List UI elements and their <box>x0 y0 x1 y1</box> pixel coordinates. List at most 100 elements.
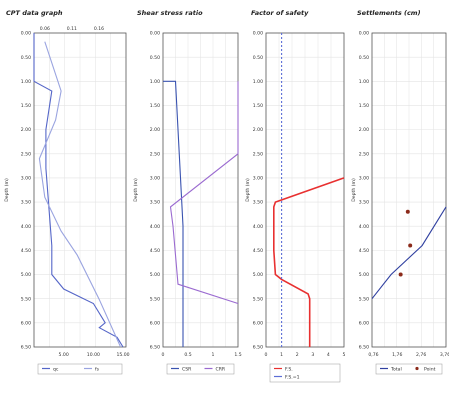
y-tick-label: 5.00 <box>21 272 31 278</box>
y-axis-label: Depth (m) <box>245 178 251 202</box>
y-tick-label: 0.50 <box>21 55 31 61</box>
legend-label: qc <box>53 368 59 373</box>
y-tick-label: 5.50 <box>359 296 369 302</box>
y-tick-label: 5.50 <box>21 296 31 302</box>
x-tick-label: 1,76 <box>392 352 402 358</box>
y-tick-label: 4.00 <box>359 224 369 230</box>
y-tick-label: 4.50 <box>21 248 31 254</box>
y-tick-label: 2.00 <box>150 127 160 133</box>
x-tick-label: 15.00 <box>116 352 129 358</box>
panel-1: CPT data graph Depth (m) 0.00 0.50 1.00 1.50 2… <box>4 9 130 375</box>
series-line <box>273 177 345 347</box>
x-tick-label: 0.5 <box>184 352 191 358</box>
top-tick-label: 0.11 <box>67 26 77 32</box>
y-tick-label: 4.50 <box>253 248 263 254</box>
y-tick-label: 0.00 <box>150 31 160 37</box>
y-tick-label: 5.00 <box>253 272 263 278</box>
y-tick-label: 1.00 <box>253 79 263 85</box>
series-line <box>38 41 122 348</box>
legend-box <box>166 363 235 375</box>
panel-title: Settlements (cm) <box>357 9 421 17</box>
legend-box <box>375 363 443 375</box>
y-tick-label: 1.50 <box>359 103 369 109</box>
y-tick-label: 2.00 <box>253 127 263 133</box>
y-tick-label: 5.00 <box>359 272 369 278</box>
plot-frame <box>371 32 447 348</box>
x-tick-label: 10.00 <box>87 352 100 358</box>
y-tick-label: 3.50 <box>150 200 160 206</box>
legend-label: Point <box>424 367 436 373</box>
y-tick-label: 2.50 <box>21 151 31 157</box>
panel-3: Factor of safety Depth (m) 0.00 0.50 1.00 1.5… <box>245 9 346 383</box>
y-tick-label: 5.50 <box>150 296 160 302</box>
y-tick-label: 1.00 <box>359 79 369 85</box>
x-tick-label: 1.5 <box>234 352 241 358</box>
series-line <box>169 81 239 305</box>
y-axis-label: Depth (m) <box>133 178 139 202</box>
x-tick-label: 0 <box>162 352 165 358</box>
y-tick-label: 3.00 <box>150 176 160 182</box>
y-tick-label: 3.50 <box>253 200 263 206</box>
y-tick-label: 3.00 <box>253 176 263 182</box>
y-tick-label: 6.00 <box>150 320 160 326</box>
y-tick-label: 6.50 <box>21 345 31 351</box>
plot-frame <box>265 32 345 348</box>
x-tick-label: 5 <box>343 352 346 358</box>
legend-marker <box>415 366 419 371</box>
plot-frame <box>162 32 239 348</box>
y-tick-label: 3.00 <box>21 176 31 182</box>
y-tick-label: 1.50 <box>21 103 31 109</box>
y-tick-label: 3.00 <box>359 176 369 182</box>
data-point <box>408 243 413 248</box>
y-tick-label: 0.50 <box>253 55 263 61</box>
y-tick-label: 2.00 <box>21 127 31 133</box>
legend-label: fs <box>95 367 100 373</box>
legend-label: F.S.=1 <box>285 375 300 381</box>
legend-label: CRR <box>216 367 226 373</box>
y-tick-label: 4.50 <box>150 248 160 254</box>
panel-4: Settlements (cm) Depth (m) 0.00 0.50 1.00 1.5… <box>351 9 449 375</box>
y-axis-label: Depth (m) <box>4 178 10 202</box>
y-tick-label: 1.00 <box>21 79 31 85</box>
y-tick-label: 3.50 <box>21 200 31 206</box>
legend-label: CSR <box>182 367 192 373</box>
x-tick-label: 1 <box>212 352 215 358</box>
y-tick-label: 2.50 <box>150 151 160 157</box>
series-line <box>163 80 184 347</box>
y-tick-label: 3.50 <box>359 200 369 206</box>
x-tick-label: 5.00 <box>59 352 69 358</box>
y-tick-label: 2.00 <box>359 127 369 133</box>
legend-label: Total <box>390 367 402 373</box>
panel-title: Factor of safety <box>251 9 309 17</box>
y-tick-label: 1.50 <box>253 103 263 109</box>
top-tick-label: 0.16 <box>94 26 104 32</box>
y-tick-label: 0.00 <box>359 31 369 37</box>
y-tick-label: 6.50 <box>253 345 263 351</box>
plot-frame <box>33 32 127 348</box>
top-tick-label: 0.06 <box>40 26 50 32</box>
y-tick-label: 0.00 <box>253 31 263 37</box>
legend-box <box>37 363 123 375</box>
y-tick-label: 4.00 <box>21 224 31 230</box>
panel-title: CPT data graph <box>6 9 63 17</box>
x-tick-label: 0,76 <box>368 352 378 358</box>
y-tick-label: 6.50 <box>150 345 160 351</box>
y-tick-label: 4.50 <box>359 248 369 254</box>
legend-label: F.S. <box>285 367 293 373</box>
series-line <box>33 33 124 348</box>
y-tick-label: 4.00 <box>253 224 263 230</box>
x-tick-label: 3 <box>311 352 314 358</box>
series-line <box>371 206 447 300</box>
y-tick-label: 5.50 <box>253 296 263 302</box>
legend-box <box>269 363 341 383</box>
y-axis-label: Depth (m) <box>351 178 357 202</box>
y-tick-label: 1.00 <box>150 79 160 85</box>
panel-title: Shear stress ratio <box>137 9 203 17</box>
y-tick-label: 6.00 <box>359 320 369 326</box>
y-tick-label: 6.00 <box>21 320 31 326</box>
y-tick-label: 6.50 <box>359 345 369 351</box>
y-tick-label: 0.50 <box>359 55 369 61</box>
y-tick-label: 0.50 <box>150 55 160 61</box>
